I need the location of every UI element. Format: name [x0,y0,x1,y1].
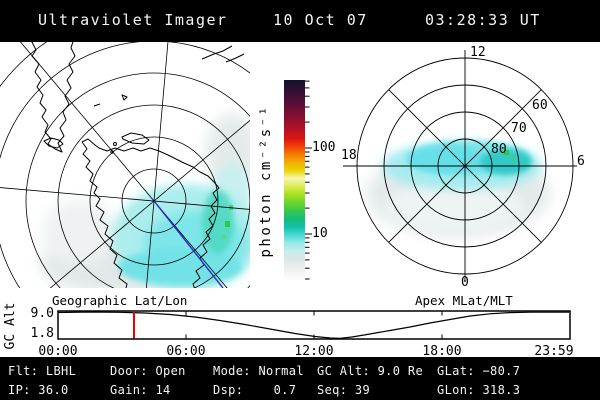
map-latitude-circles [0,42,250,288]
left-aurora-emission [40,114,250,288]
observation-time: 03:28:33 UT [425,11,541,29]
mlat-label-60: 60 [532,98,548,113]
status-seq: Seq: 39 [317,383,371,397]
status-flt: Flt: LBHL [8,364,77,378]
timeline-ymax-label: 9.0 [30,306,54,321]
colorbar-axis-label: photon cm⁻²s⁻¹ [258,104,274,258]
timeline-xtick-1800: 18:00 [422,344,462,359]
altitude-timeline-graphic [57,310,571,340]
timeline-xtick-2359: 23:59 [534,344,574,359]
observation-date: 10 Oct 07 [273,11,368,29]
instrument-title: Ultraviolet Imager [38,11,228,29]
polar-grid-spokes [343,50,577,282]
left-map-caption: Geographic Lat/Lon [52,293,188,308]
mlt-label-0: 0 [461,275,469,290]
mlt-label-18: 18 [341,148,357,163]
status-gain: Gain: 14 [110,383,171,397]
timeline-xtick-0000: 00:00 [38,344,78,359]
timeline-frame [57,310,571,340]
coastline-south-america [31,42,150,153]
status-gc-alt: GC Alt: 9.0 Re [317,364,424,378]
altitude-curve [57,311,569,339]
status-bar: Flt: LBHL Door: Open Mode: Normal GC Alt… [0,357,600,400]
title-bar: Ultraviolet Imager 10 Oct 07 03:28:33 UT [0,0,600,42]
timeline-y-axis-label: GC Alt [3,302,18,350]
status-dsp: Dsp: 0.7 [213,383,297,397]
status-glat: GLat: −80.7 [437,364,521,378]
colorbar-gradient [284,80,305,281]
mlt-label-12: 12 [470,45,486,60]
mlat-label-80: 80 [491,142,507,157]
mlt-label-6: 6 [577,154,585,169]
right-aurora-emission [366,141,550,236]
timeline-ymin-label: 1.8 [30,326,54,341]
satellite-track-line [153,200,224,288]
apex-polar-plot [343,50,577,282]
timeline-hour-ticks [185,311,443,339]
mlat-label-70: 70 [511,121,527,136]
colorbar-tick-10: 10 [312,226,328,241]
coastline-antarctica [81,138,220,288]
colorbar-graphic [284,80,312,281]
geographic-map [0,42,250,288]
plot-canvas: Geographic Lat/Lon Apex MLat/MLT photon … [0,42,600,359]
status-glon: GLon: 318.3 [437,383,521,397]
coastline-new-zealand [201,45,245,63]
colorbar-tick-100: 100 [312,140,336,155]
timeline-xtick-1200: 12:00 [294,344,334,359]
status-door: Door: Open [110,364,186,378]
right-plot-caption: Apex MLat/MLT [415,293,513,308]
colorbar-ticks [305,80,312,280]
plots-graphic [0,42,577,340]
status-ip: IP: 36.0 [8,383,69,397]
status-mode: Mode: Normal [213,364,304,378]
timeline-xtick-0600: 06:00 [166,344,206,359]
